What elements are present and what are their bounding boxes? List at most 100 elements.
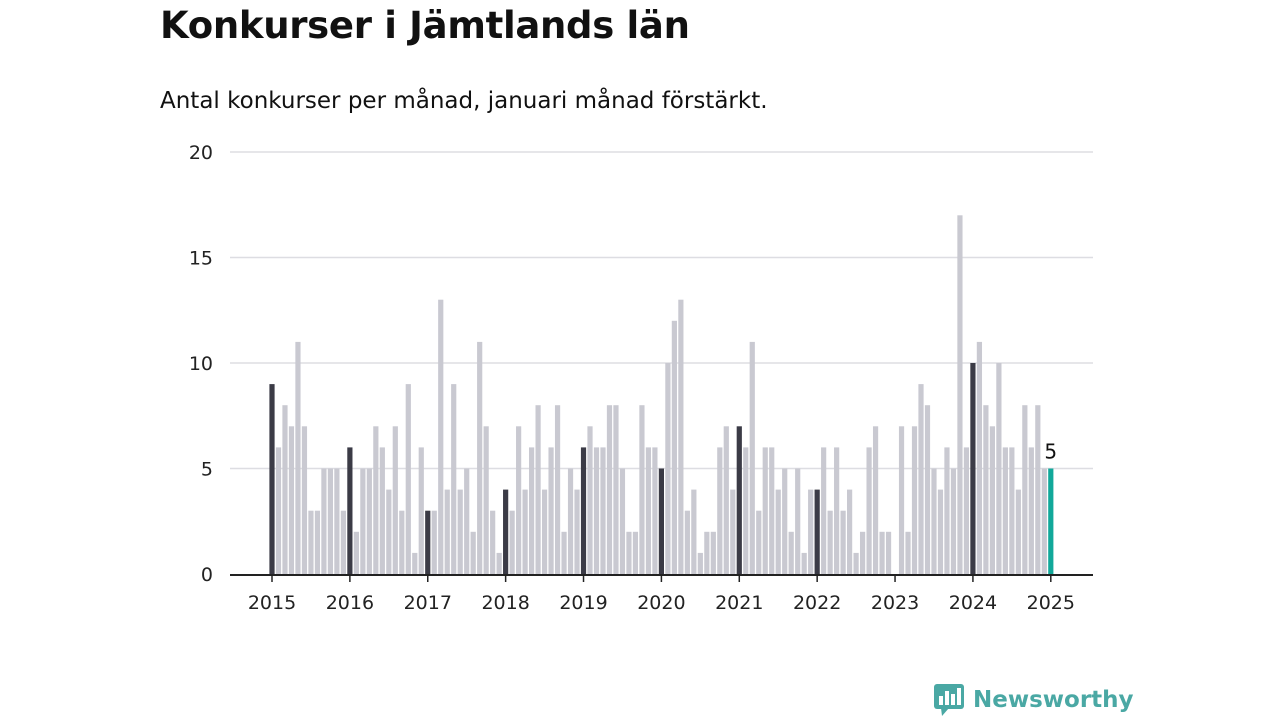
bar [587, 426, 593, 574]
bar [905, 531, 911, 574]
y-tick-label: 5 [201, 459, 213, 481]
bar [340, 510, 346, 574]
bar [788, 531, 794, 574]
bar [769, 447, 775, 574]
bar [950, 468, 957, 574]
bar [756, 510, 762, 574]
bar [684, 510, 690, 574]
bar [937, 489, 944, 574]
bar [418, 447, 424, 574]
bar [288, 426, 295, 574]
bar [834, 447, 840, 574]
bar [509, 510, 515, 574]
bar [1028, 447, 1034, 574]
bar [619, 468, 626, 574]
bar [743, 447, 749, 574]
bar [632, 531, 639, 574]
bar-january [814, 489, 820, 574]
bar [898, 426, 905, 574]
bar [1002, 447, 1008, 574]
bar [529, 447, 535, 574]
bar [1041, 468, 1047, 574]
bar [749, 341, 755, 574]
bar [1035, 405, 1041, 574]
bar [872, 426, 879, 574]
bar [405, 384, 411, 574]
x-tick-label: 2019 [559, 592, 607, 614]
bar [730, 489, 736, 574]
bar [301, 426, 308, 574]
bar [885, 531, 892, 574]
bar [477, 341, 483, 574]
bar [321, 468, 327, 574]
x-tick-label: 2018 [481, 592, 529, 614]
chart-subtitle: Antal konkurser per månad, januari månad… [160, 88, 768, 114]
bar [457, 489, 463, 574]
bar [353, 531, 359, 574]
chart-title: Konkurser i Jämtlands län [160, 4, 690, 47]
bar [431, 510, 437, 574]
bar-january [269, 384, 275, 574]
bar [723, 426, 729, 574]
bar [924, 405, 931, 574]
bar [840, 510, 846, 574]
x-tick-label: 2017 [404, 592, 452, 614]
bar [918, 384, 924, 574]
bar [606, 405, 613, 574]
bar [626, 531, 632, 574]
y-tick-label: 20 [189, 142, 213, 164]
bar [866, 447, 872, 574]
x-tick-label: 2021 [715, 592, 763, 614]
bar [314, 510, 321, 574]
bar [847, 489, 853, 574]
bar [859, 531, 866, 574]
y-tick-label: 15 [189, 248, 213, 270]
bar [561, 531, 567, 574]
bar [853, 552, 859, 574]
bar [821, 447, 827, 574]
bar-chart: 0 5 10 15 20 2015 2016 2017 2018 2019 2020 2021 2022… [189, 142, 1093, 614]
bar [470, 531, 476, 574]
bar [496, 552, 502, 574]
bar [490, 510, 496, 574]
bar [983, 405, 989, 574]
bar-january [503, 489, 509, 574]
x-tick-label: 2023 [871, 592, 919, 614]
brand-name: Newsworthy [973, 687, 1134, 713]
bar [704, 531, 710, 574]
bar [483, 426, 489, 574]
bar [665, 363, 671, 574]
bar [522, 489, 528, 574]
bar [710, 531, 716, 574]
bar-january [658, 468, 664, 574]
bar [464, 468, 470, 574]
bar-january [347, 447, 353, 574]
bar [613, 405, 619, 574]
bar [911, 426, 918, 574]
bar [931, 468, 937, 574]
bar-january [736, 426, 742, 574]
bar [282, 405, 288, 574]
bar [399, 510, 405, 574]
y-tick-label: 10 [189, 353, 213, 375]
bar [697, 552, 703, 574]
bar [678, 299, 684, 574]
bar [593, 447, 600, 574]
bar [762, 447, 768, 574]
bar [782, 468, 788, 574]
bar [645, 447, 652, 574]
bar [366, 468, 372, 574]
bar [652, 447, 658, 574]
bar [775, 489, 781, 574]
bar [671, 320, 677, 574]
bar [554, 405, 561, 574]
bar [275, 447, 282, 574]
bar [535, 405, 541, 574]
bar [574, 489, 580, 574]
latest-value-label: 5 [1044, 440, 1057, 464]
bar [567, 468, 574, 574]
bar [795, 468, 801, 574]
bar [438, 299, 444, 574]
bar [717, 447, 723, 574]
bar [373, 426, 379, 574]
